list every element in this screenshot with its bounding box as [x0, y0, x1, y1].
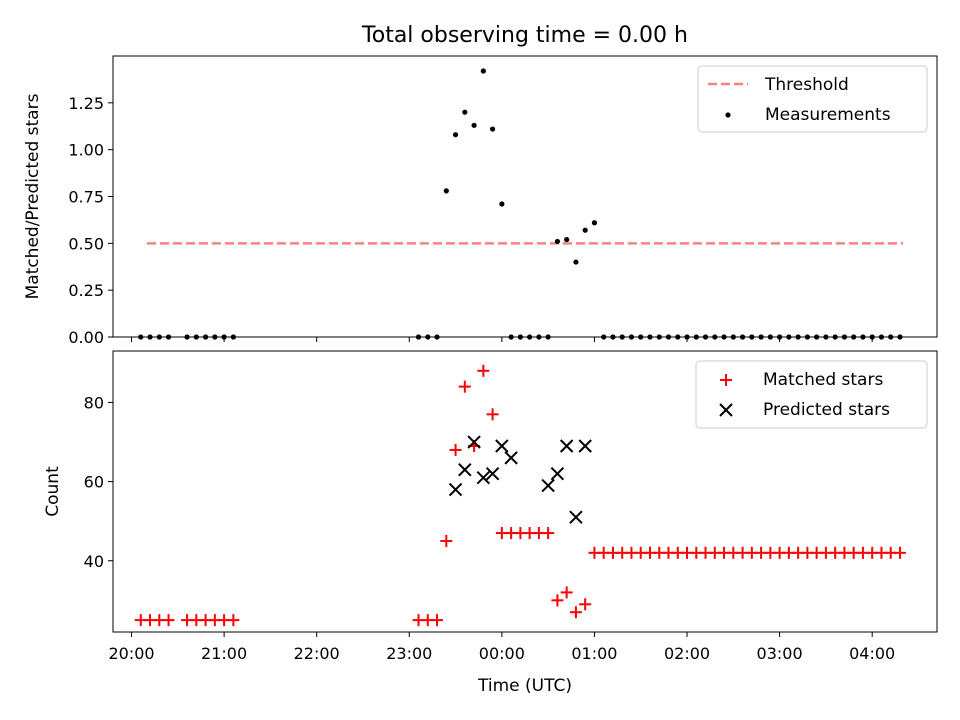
- top-legend-box: [697, 65, 928, 133]
- bottom-legend: Matched stars Predicted stars: [695, 360, 928, 429]
- matched-star-point: [893, 546, 906, 559]
- legend-matched-marker: [720, 374, 732, 386]
- legend-measurements-marker: [725, 112, 731, 118]
- top-panel: 0.00 0.25 0.50 0.75 1.00 1.25 Matched/Predict…: [23, 55, 938, 347]
- legend-measurements-label: Measurements: [765, 105, 891, 125]
- top-ytick-label: 0.25: [68, 281, 104, 300]
- measurement-point: [452, 132, 459, 138]
- top-ytick-label: 0.75: [68, 188, 104, 207]
- bottom-ylabel: Count: [43, 466, 63, 517]
- measurement-point: [564, 236, 570, 243]
- matched-star-point: [431, 614, 444, 627]
- top-ytick-label: 1.00: [68, 141, 104, 160]
- matched-star-point: [486, 408, 499, 421]
- measurement-point: [480, 68, 486, 74]
- measurement-point: [554, 238, 561, 245]
- measurement-point: [591, 220, 598, 226]
- measurement-point: [573, 259, 579, 265]
- matched-star-point: [440, 534, 453, 547]
- bottom-xtick-label: 03:00: [757, 644, 803, 663]
- bottom-xtick-label: 21:00: [201, 644, 247, 663]
- measurement-point: [462, 109, 468, 115]
- top-ylabel: Matched/Predicted stars: [23, 93, 43, 299]
- matched-star-point: [551, 594, 564, 607]
- matched-star-point: [227, 614, 240, 627]
- top-ytick-label: 1.25: [68, 94, 104, 113]
- matched-star-point: [162, 614, 175, 627]
- bottom-axes-frame: [112, 350, 938, 633]
- matched-star-point: [579, 598, 592, 611]
- bottom-xtick-label: 23:00: [386, 644, 432, 663]
- bottom-xtick-label: 01:00: [571, 644, 617, 663]
- bottom-xtick-label: 02:00: [664, 644, 710, 663]
- bottom-ytick-label: 60: [84, 473, 104, 492]
- predicted-star-point: [504, 451, 518, 465]
- bottom-legend-box: [695, 360, 928, 429]
- bottom-panel: 40 60 80 20:00 21:00 22:00 23:00 00:00 01:00 02:…: [43, 350, 938, 696]
- measurement-point: [489, 126, 496, 132]
- matched-star-point: [477, 364, 490, 377]
- predicted-star-point: [467, 435, 481, 449]
- predicted-star-point: [550, 466, 565, 481]
- measurement-point: [499, 201, 505, 207]
- bottom-xtick-label: 00:00: [479, 644, 525, 663]
- bottom-ytick-label: 40: [84, 552, 104, 571]
- matched-star-point: [542, 527, 555, 540]
- predicted-star-point: [448, 482, 463, 497]
- measurement-point: [471, 122, 477, 128]
- measurement-point: [443, 188, 449, 194]
- legend-threshold-label: Threshold: [764, 75, 849, 95]
- matched-star-point: [458, 380, 471, 393]
- matched-star-point: [449, 443, 462, 456]
- predicted-star-point: [476, 470, 491, 485]
- bottom-xlabel: Time (UTC): [477, 676, 572, 696]
- bottom-ytick-label: 80: [84, 393, 104, 412]
- predicted-star-point: [495, 439, 509, 453]
- predicted-star-point: [458, 463, 472, 477]
- bottom-xtick-label: 04:00: [849, 644, 895, 663]
- bottom-xtick-label: 22:00: [294, 644, 340, 663]
- figure-title: Total observing time = 0.00 h: [361, 23, 688, 48]
- matched-star-point: [560, 586, 573, 599]
- measurement-point: [582, 227, 588, 233]
- legend-predicted-marker: [719, 403, 733, 417]
- top-ytick-label: 0.50: [68, 234, 104, 253]
- legend-predicted-label: Predicted stars: [763, 400, 890, 420]
- top-legend: Threshold Measurements: [697, 65, 928, 133]
- matched-star-point: [569, 606, 582, 619]
- predicted-star-point: [541, 478, 555, 493]
- predicted-star-point: [559, 439, 574, 453]
- predicted-star-point: [485, 466, 500, 481]
- top-axes-frame: [112, 55, 938, 338]
- bottom-xtick-label: 20:00: [108, 644, 154, 663]
- predicted-star-point: [578, 439, 592, 453]
- legend-matched-label: Matched stars: [763, 370, 883, 390]
- predicted-star-point: [569, 510, 583, 524]
- top-ytick-label: 0.00: [68, 328, 104, 347]
